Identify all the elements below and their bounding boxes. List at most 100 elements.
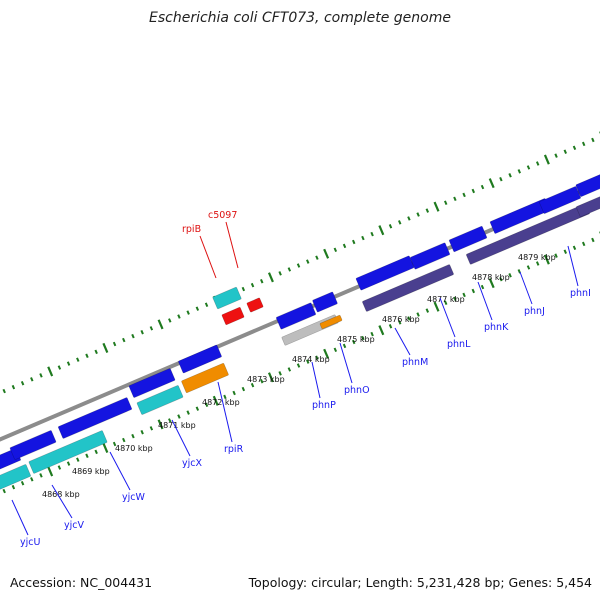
inner-tick: [416, 312, 420, 317]
inner-tick: [2, 488, 6, 494]
scale-label: 4870 kbp: [115, 444, 153, 453]
outer-tick: [260, 278, 264, 284]
outer-tick: [333, 247, 338, 253]
outer-tick: [407, 216, 411, 221]
leader-line: [199, 235, 217, 279]
leader-line: [11, 499, 29, 536]
inner-tick: [102, 442, 109, 453]
inner-tick: [20, 480, 25, 486]
outer-tick: [131, 333, 135, 339]
inner-tick: [535, 261, 540, 266]
scale-label: 4874 kbp: [292, 355, 330, 364]
gene-label: c5097: [208, 210, 237, 221]
inner-tick: [223, 394, 227, 400]
inner-tick: [388, 324, 393, 329]
gene-label: yjcX: [182, 458, 202, 469]
outer-tick: [102, 342, 109, 353]
scale-label: 4876 kbp: [382, 315, 420, 324]
outer-tick: [416, 212, 420, 217]
cyan-gene: [136, 385, 184, 415]
inner-tick: [47, 466, 54, 477]
cyan-gene: [0, 464, 31, 492]
inner-tick: [250, 382, 255, 388]
outer-tick: [267, 272, 274, 283]
outer-tick: [352, 239, 356, 245]
inner-tick: [333, 347, 338, 353]
gene-features: [0, 173, 600, 492]
leader-line: [439, 297, 456, 338]
red-gene: [221, 307, 245, 325]
inner-tick: [212, 395, 219, 406]
gene-label: phnP: [312, 400, 336, 411]
inner-tick: [278, 371, 282, 376]
inner-tick: [488, 278, 495, 289]
outer-tick: [149, 326, 154, 331]
outer-tick: [378, 225, 385, 236]
outer-tick: [306, 259, 310, 264]
scale-label: 4877 kbp: [427, 295, 465, 304]
outer-tick: [563, 149, 567, 154]
inner-tick: [361, 335, 365, 341]
inner-tick: [232, 390, 236, 396]
outer-tick: [47, 366, 54, 377]
outer-tick: [526, 165, 531, 170]
gene-label: rpiR: [224, 444, 244, 455]
outer-tick: [315, 255, 319, 260]
inner-tick: [462, 292, 466, 298]
forward-gene: [312, 291, 338, 313]
inner-tick: [241, 386, 246, 392]
forward-gene: [409, 242, 451, 270]
inner-tick: [554, 253, 558, 258]
inner-tick: [398, 320, 402, 325]
forward-gene: [128, 368, 176, 398]
orange-gene: [319, 314, 343, 330]
inner-tick: [526, 265, 531, 270]
outer-tick: [20, 380, 25, 386]
outer-tick: [2, 388, 6, 394]
outer-tick: [66, 361, 71, 366]
leader-line: [519, 271, 533, 305]
outer-tick: [581, 141, 586, 147]
inner-tick: [433, 301, 440, 312]
gene-label: phnI: [570, 288, 591, 299]
outer-tick: [30, 377, 34, 382]
inner-tick: [370, 331, 374, 337]
map-title: Escherichia coli CFT073, complete genome: [149, 10, 451, 26]
forward-gene: [9, 430, 57, 460]
inner-tick: [471, 288, 476, 294]
gene-label: phnL: [447, 339, 471, 350]
leader-line: [394, 327, 411, 356]
gene-label: phnK: [484, 322, 509, 333]
inner-tick: [76, 457, 80, 462]
outer-tick: [186, 310, 190, 315]
scale-label: 4875 kbp: [337, 335, 375, 344]
inner-tick: [315, 355, 319, 360]
leader-line: [217, 381, 233, 443]
scale-label: 4873 kbp: [247, 375, 285, 384]
outer-tick: [250, 282, 255, 288]
outer-tick: [342, 243, 347, 249]
inner-tick: [581, 241, 586, 247]
inner-tick: [204, 402, 209, 407]
outer-tick: [296, 263, 301, 268]
outer-tick: [85, 353, 89, 358]
inner-tick: [352, 339, 356, 345]
orange-gene: [181, 363, 229, 393]
outer-tick: [278, 271, 282, 276]
inner-tick: [260, 378, 264, 384]
inner-tick: [407, 316, 411, 321]
outer-tick: [177, 314, 181, 319]
scale-labels: 4868 kbp 4869 kbp 4870 kbp 4871 kbp 4872 kbp…: [42, 253, 556, 499]
inner-tick: [591, 237, 595, 243]
outer-tick: [517, 169, 521, 174]
leader-line: [225, 221, 239, 269]
outer-tick: [122, 337, 126, 343]
outer-tick: [287, 267, 292, 272]
leader-line: [339, 342, 353, 384]
inner-tick: [572, 245, 577, 251]
outer-tick: [388, 224, 393, 229]
accession-text: Accession: NC_004431: [10, 575, 153, 590]
outer-tick: [471, 188, 476, 194]
forward-gene: [575, 173, 600, 197]
